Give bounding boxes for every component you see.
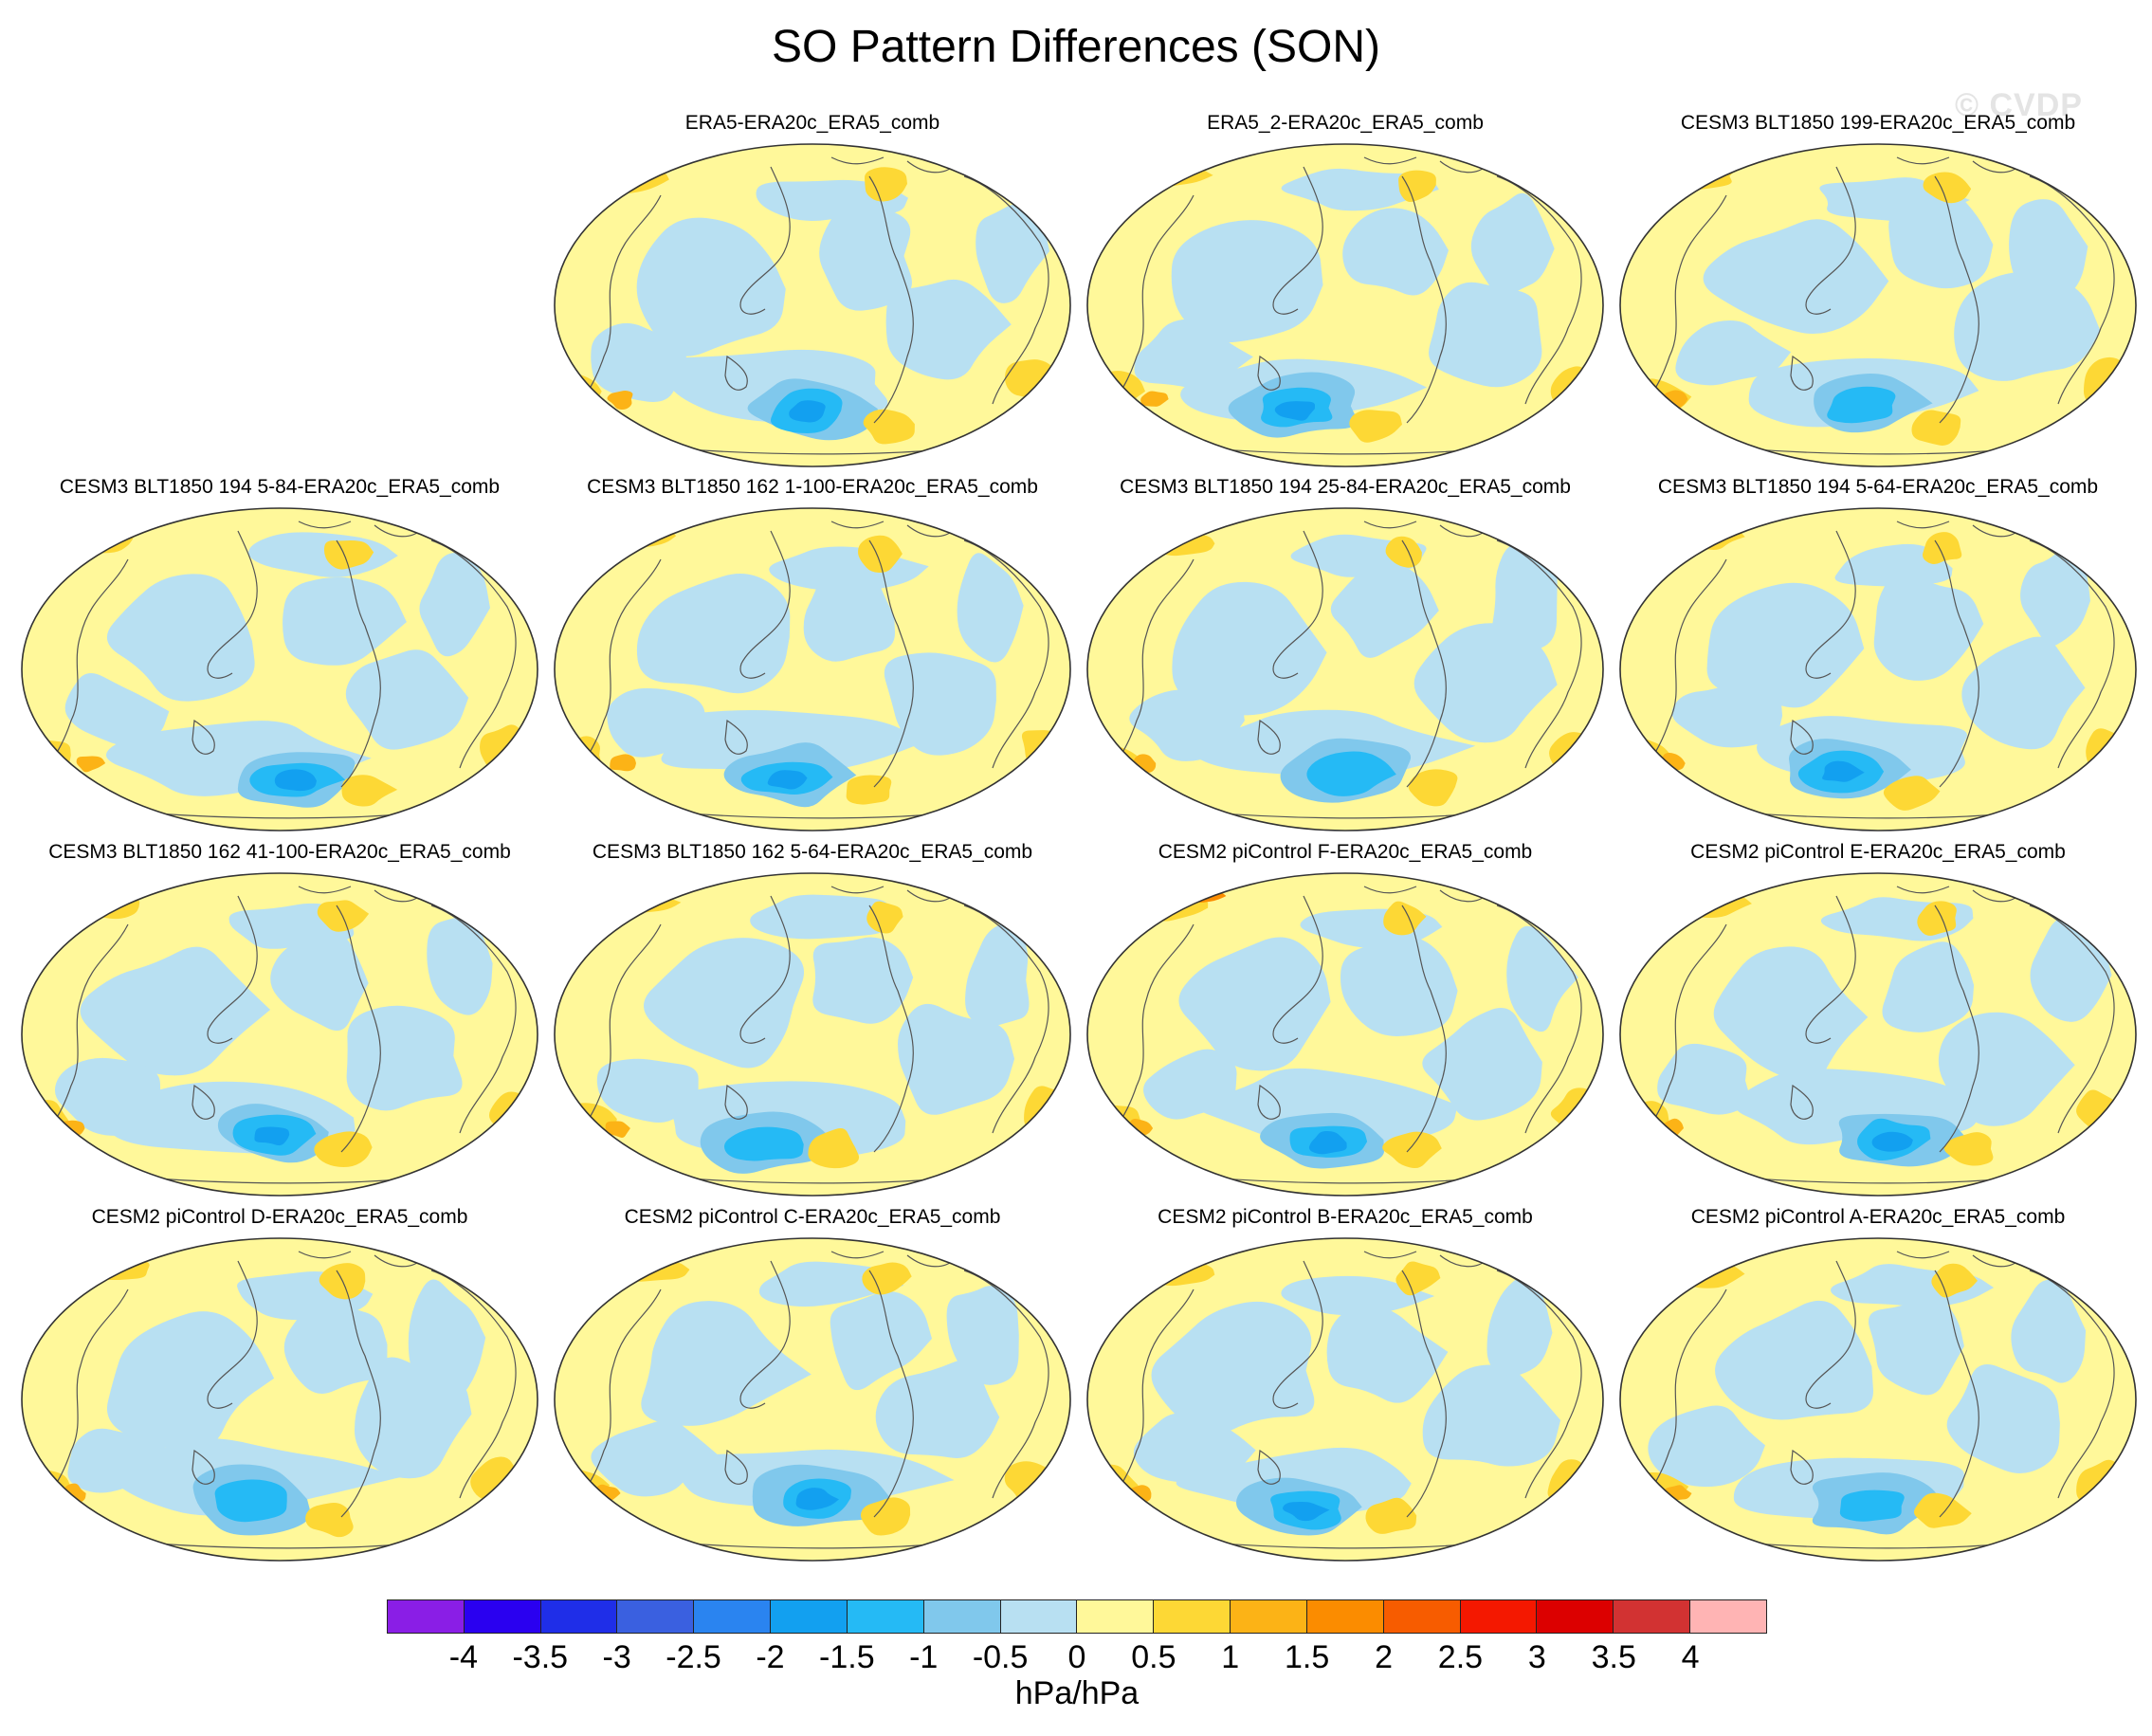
colorbar-tick-label: 1.5: [1285, 1639, 1330, 1675]
colorbar-tick-label: 3.5: [1591, 1639, 1636, 1675]
colorbar-tick-label: -1: [909, 1639, 939, 1675]
colorbar-swatch: [388, 1600, 465, 1633]
colorbar-swatch: [1460, 1600, 1538, 1633]
colorbar-tick-label: 2.5: [1437, 1639, 1484, 1675]
panel-title: CESM2 piControl A-ERA20c_ERA5_comb: [1690, 1206, 2066, 1228]
panel-title: CESM3 BLT1850 194 5-84-ERA20c_ERA5_comb: [59, 476, 501, 498]
colorbar-tick-label: 3: [1527, 1639, 1546, 1675]
colorbar-swatch: [847, 1600, 924, 1633]
colorbar-swatch: [1690, 1600, 1766, 1633]
map-panel: ERA5-ERA20c_ERA5_comb: [547, 112, 1078, 477]
map-panel: CESM3 BLT1850 194 5-84-ERA20c_ERA5_comb: [14, 476, 545, 841]
colorbar-tick-label: 2: [1375, 1639, 1394, 1675]
map-panel: CESM2 piControl D-ERA20c_ERA5_comb: [14, 1206, 545, 1571]
colorbar-tick-label: -3: [602, 1639, 631, 1675]
colorbar-tick-label: -4: [448, 1639, 478, 1675]
colorbar-tick-label: -2: [756, 1639, 785, 1675]
colorbar-swatch: [617, 1600, 695, 1633]
map-panel: CESM2 piControl B-ERA20c_ERA5_comb: [1080, 1206, 1611, 1571]
map-panel: CESM2 piControl E-ERA20c_ERA5_comb: [1613, 841, 2143, 1206]
panel-title: CESM3 BLT1850 162 41-100-ERA20c_ERA5_com…: [48, 841, 511, 863]
colorbar-swatches: [387, 1599, 1767, 1634]
map-panel: CESM2 piControl A-ERA20c_ERA5_comb: [1613, 1206, 2143, 1571]
map-panel: CESM2 piControl C-ERA20c_ERA5_comb: [547, 1206, 1078, 1571]
panel-title: CESM3 BLT1850 194 5-64-ERA20c_ERA5_comb: [1657, 476, 2099, 498]
map-panel: CESM3 BLT1850 162 41-100-ERA20c_ERA5_com…: [14, 841, 545, 1206]
colorbar-swatch: [1306, 1600, 1384, 1633]
colorbar-tick-label: -3.5: [512, 1639, 569, 1675]
panel-title: CESM3 BLT1850 162 1-100-ERA20c_ERA5_comb: [587, 476, 1038, 498]
colorbar-swatch: [1231, 1600, 1307, 1633]
panel-title: CESM2 piControl B-ERA20c_ERA5_comb: [1158, 1206, 1533, 1228]
colorbar-tick-label: -2.5: [666, 1639, 721, 1675]
panel-title: CESM3 BLT1850 194 25-84-ERA20c_ERA5_comb: [1120, 476, 1571, 498]
colorbar-tick-label: 0: [1067, 1639, 1086, 1675]
map-panel: CESM3 BLT1850 162 1-100-ERA20c_ERA5_comb: [547, 476, 1078, 841]
cvdp-watermark: © CVDP: [1955, 87, 2083, 123]
panel-title: ERA5-ERA20c_ERA5_comb: [684, 112, 940, 134]
colorbar-swatch: [694, 1600, 772, 1633]
colorbar-swatch: [923, 1600, 1001, 1633]
colorbar-swatch: [1383, 1600, 1461, 1633]
colorbar-swatch: [1077, 1600, 1155, 1633]
colorbar: -4 -3.5 -3 -2.5 -2 -1.5 -1 -0.5 0 0.5 1 1.5 2 2.5 3 3.5…: [387, 1599, 1767, 1732]
colorbar-swatch: [1537, 1600, 1614, 1633]
colorbar-units: hPa/hPa: [1014, 1675, 1140, 1711]
panel-title: CESM2 piControl F-ERA20c_ERA5_comb: [1158, 841, 1533, 863]
colorbar-tick-label: -1.5: [819, 1639, 875, 1675]
panel-title: CESM3 BLT1850 199-ERA20c_ERA5_comb: [1680, 112, 2076, 134]
map-panel: CESM2 piControl F-ERA20c_ERA5_comb: [1080, 841, 1611, 1206]
colorbar-swatch: [1000, 1600, 1078, 1633]
map-panel: CESM3 BLT1850 194 5-64-ERA20c_ERA5_comb: [1613, 476, 2143, 841]
map-panel: ERA5_2-ERA20c_ERA5_comb: [1080, 112, 1611, 477]
panel-title: CESM2 piControl D-ERA20c_ERA5_comb: [91, 1206, 468, 1228]
colorbar-tick-label: -0.5: [972, 1639, 1029, 1675]
map-panel: CESM3 BLT1850 162 5-64-ERA20c_ERA5_comb: [547, 841, 1078, 1206]
colorbar-swatch: [1154, 1600, 1231, 1633]
colorbar-tick-label: 1: [1221, 1639, 1240, 1675]
map-grid: ERA5-ERA20c_ERA5_comb ERA5_2-ERA20c_ERA5…: [14, 112, 2143, 1571]
colorbar-tick-label: 4: [1681, 1639, 1700, 1675]
page-title: SO Pattern Differences (SON): [772, 22, 1380, 72]
colorbar-swatch: [464, 1600, 541, 1633]
colorbar-swatch: [540, 1600, 618, 1633]
map-panel: CESM3 BLT1850 194 25-84-ERA20c_ERA5_comb: [1080, 476, 1611, 841]
panel-title: CESM2 piControl E-ERA20c_ERA5_comb: [1690, 841, 2066, 863]
colorbar-tick-label: 0.5: [1131, 1639, 1176, 1675]
panel-title: CESM2 piControl C-ERA20c_ERA5_comb: [624, 1206, 1001, 1228]
panel-title: CESM3 BLT1850 162 5-64-ERA20c_ERA5_comb: [592, 841, 1033, 863]
colorbar-swatch: [771, 1600, 848, 1633]
panel-title: ERA5_2-ERA20c_ERA5_comb: [1207, 112, 1484, 134]
map-panel: CESM3 BLT1850 199-ERA20c_ERA5_comb: [1613, 112, 2143, 477]
colorbar-swatch: [1614, 1600, 1691, 1633]
